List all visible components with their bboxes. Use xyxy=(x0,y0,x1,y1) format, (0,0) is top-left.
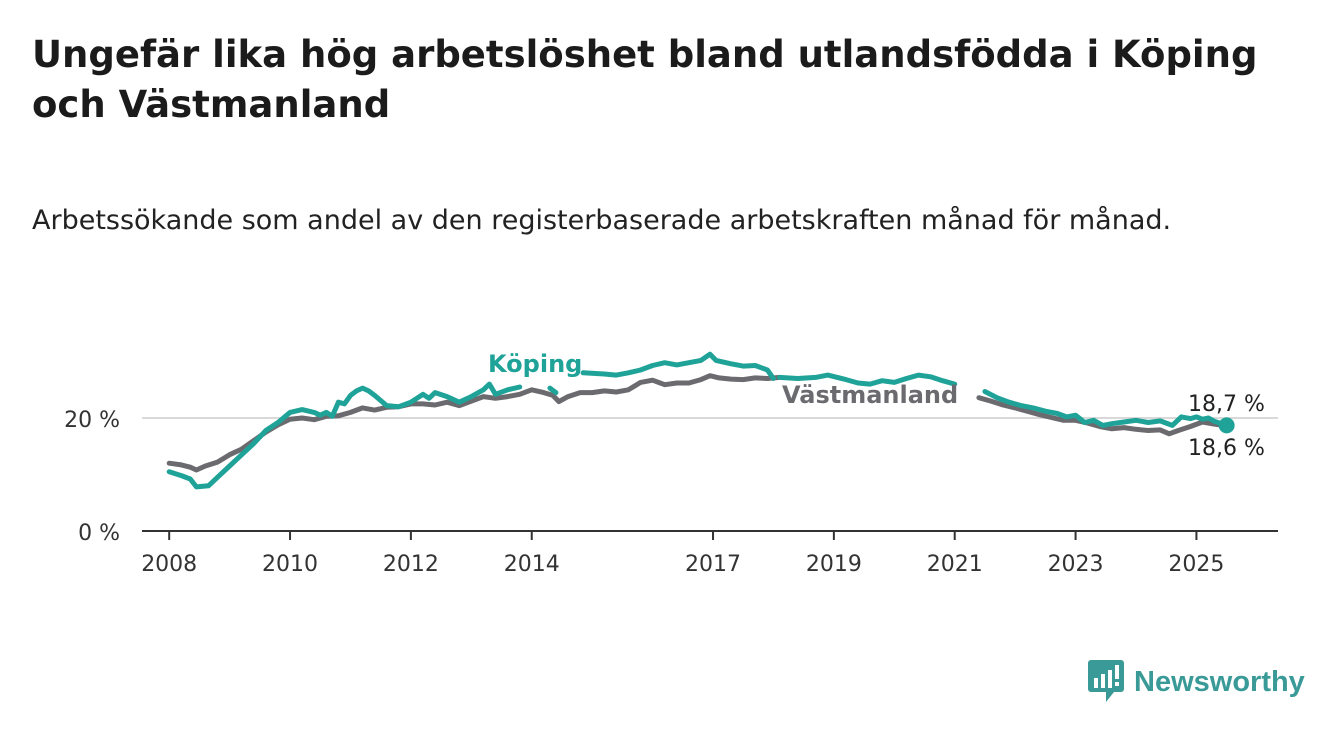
y-tick-label: 20 % xyxy=(64,408,120,433)
x-tick-label: 2010 xyxy=(262,552,318,577)
series-line-koping xyxy=(777,372,958,387)
chart-subtitle: Arbetssökande som andel av den registerb… xyxy=(32,205,1172,236)
series-line-koping xyxy=(166,381,523,490)
newsworthy-brand[interactable]: Newsworthy xyxy=(1088,660,1305,704)
end-label-koping: 18,7 % xyxy=(1188,392,1265,417)
series-label-vastmanland: Västmanland xyxy=(782,381,958,409)
y-tick-label: 0 % xyxy=(78,521,120,546)
x-tick-label: 2012 xyxy=(383,552,439,577)
brand-name: Newsworthy xyxy=(1134,665,1305,698)
newsworthy-logo-icon xyxy=(1088,660,1124,702)
series-line-vastmanland xyxy=(166,373,782,473)
end-label-vastmanland: 18,6 % xyxy=(1188,436,1265,461)
label-layer: Köping Västmanland 18,7 % 18,6 % xyxy=(488,350,1265,461)
chart-title: Ungefär lika hög arbetslöshet bland utla… xyxy=(32,33,1258,126)
series-line-vastmanland xyxy=(976,395,1230,437)
x-tick-label: 2023 xyxy=(1048,552,1104,577)
series-line-koping xyxy=(547,385,559,396)
axis-layer: 0 % 20 % 2008 2010 2012 2014 2017 2019 2021 2023 2… xyxy=(64,408,1278,577)
x-tick-label: 2019 xyxy=(806,552,862,577)
x-tick-label: 2021 xyxy=(927,552,983,577)
x-tick-label: 2014 xyxy=(504,552,560,577)
x-tick-label: 2017 xyxy=(685,552,741,577)
series-line-koping xyxy=(580,351,776,381)
series-line-koping xyxy=(982,389,1230,428)
series-layer xyxy=(166,351,1235,490)
x-tick-label: 2025 xyxy=(1168,552,1224,577)
series-end-point-koping xyxy=(1218,417,1235,434)
series-label-koping: Köping xyxy=(488,350,582,378)
x-tick-label: 2008 xyxy=(141,552,197,577)
